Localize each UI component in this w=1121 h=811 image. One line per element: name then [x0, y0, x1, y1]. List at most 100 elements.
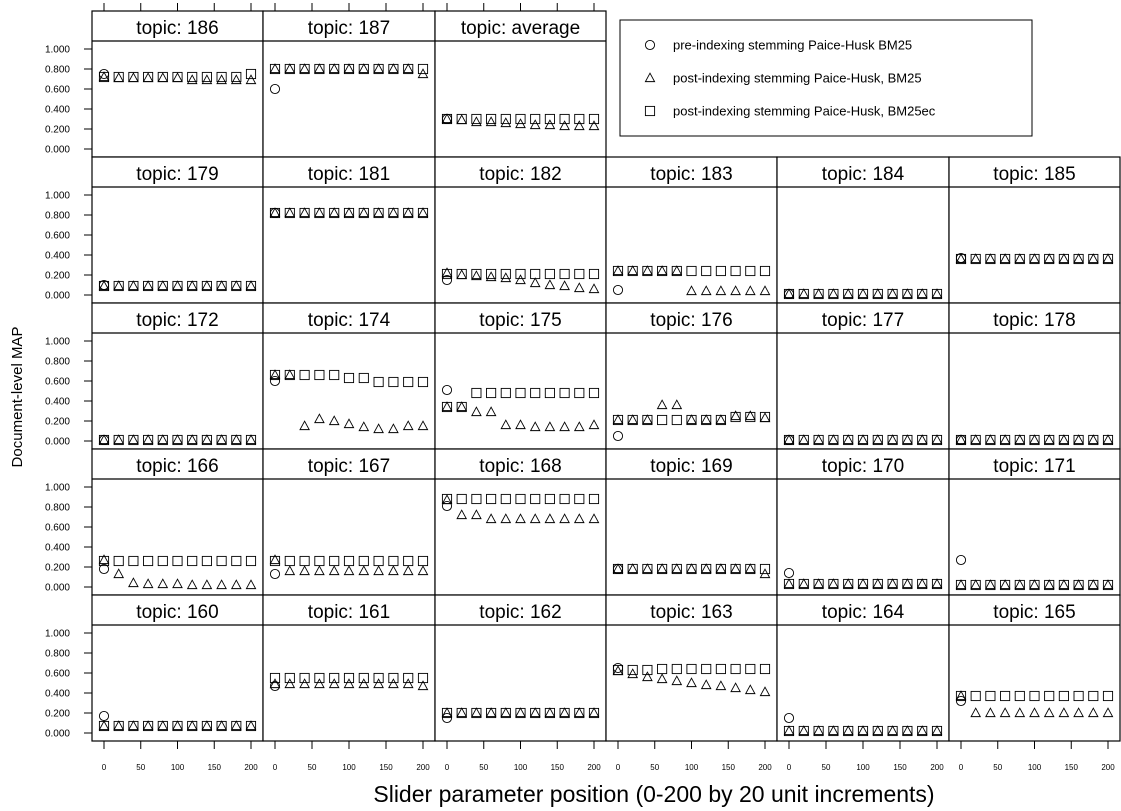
point-post-bm25 — [970, 253, 982, 264]
panel-marks — [783, 567, 943, 590]
point-post-bm25 — [656, 265, 668, 276]
point-pre-indexing — [441, 712, 453, 724]
panel-title: topic: 161 — [308, 602, 390, 623]
point-post-bm25 — [128, 720, 139, 731]
point-post-bm25ec — [671, 663, 682, 675]
point-post-bm25 — [471, 406, 482, 417]
point-post-bm25 — [1043, 434, 1055, 445]
point-post-bm25 — [744, 410, 756, 421]
point-post-bm25 — [245, 280, 257, 291]
y-tick-label: 0.800 — [45, 503, 70, 514]
point-post-bm25 — [471, 509, 482, 520]
point-post-bm25 — [142, 434, 154, 445]
point-post-bm25ec — [559, 113, 570, 125]
panel-marks — [441, 267, 600, 294]
panel-marks — [783, 712, 943, 737]
point-post-bm25 — [1102, 253, 1114, 264]
point-post-bm25ec — [245, 555, 257, 567]
y-tick-label: 0.800 — [45, 357, 70, 368]
point-post-bm25 — [113, 568, 125, 579]
panel-frame — [91, 594, 264, 742]
point-post-bm25ec — [231, 71, 242, 83]
point-post-bm25ec — [715, 265, 726, 277]
panel-title: topic: 178 — [993, 310, 1075, 331]
point-post-bm25 — [172, 72, 183, 83]
panel: topic: average — [434, 10, 607, 158]
point-post-bm25 — [128, 280, 139, 291]
point-post-bm25ec — [544, 493, 555, 505]
panel: topic: 177 — [776, 302, 950, 450]
point-post-bm25 — [358, 565, 370, 576]
point-post-bm25 — [299, 565, 310, 576]
point-post-bm25 — [388, 63, 399, 74]
point-post-bm25 — [358, 207, 370, 218]
point-post-bm25 — [515, 707, 526, 718]
point-post-bm25 — [157, 578, 169, 589]
point-post-bm25 — [656, 399, 668, 410]
point-post-bm25 — [955, 434, 967, 445]
point-post-bm25 — [700, 285, 712, 296]
point-post-bm25 — [1102, 434, 1114, 445]
panel-title: topic: 175 — [479, 310, 561, 331]
point-post-bm25 — [642, 265, 653, 276]
point-post-bm25 — [1087, 253, 1099, 264]
point-post-bm25 — [798, 725, 810, 736]
point-post-bm25ec — [417, 376, 429, 388]
point-post-bm25 — [1058, 253, 1070, 264]
point-post-bm25 — [485, 271, 497, 282]
point-post-bm25ec — [187, 555, 198, 567]
x-tick-label: 150 — [1065, 763, 1079, 772]
point-post-bm25ec — [216, 555, 227, 567]
point-post-bm25 — [314, 678, 325, 689]
point-post-bm25 — [916, 725, 928, 736]
point-post-bm25ec — [1058, 690, 1069, 702]
point-post-bm25ec — [759, 265, 771, 277]
legend-marker-square — [644, 105, 656, 117]
point-post-bm25 — [98, 434, 110, 445]
point-post-bm25 — [559, 120, 570, 131]
point-post-bm25 — [715, 680, 727, 691]
point-post-bm25 — [759, 568, 771, 579]
panel-marks — [269, 63, 429, 95]
panel-marks — [783, 288, 943, 300]
panel-marks — [269, 369, 429, 434]
point-post-bm25ec — [686, 265, 697, 277]
point-post-bm25 — [999, 579, 1011, 590]
point-post-bm25ec — [657, 414, 668, 426]
x-tick-label: 50 — [479, 763, 488, 772]
point-pre-indexing — [441, 500, 453, 512]
point-post-bm25 — [573, 707, 585, 718]
point-post-bm25ec — [403, 672, 414, 684]
y-tick-label: 0.000 — [45, 437, 70, 448]
point-post-bm25 — [456, 707, 468, 718]
y-tick-label: 1.000 — [45, 45, 70, 56]
x-tick-label: 0 — [102, 763, 107, 772]
point-post-bm25 — [284, 63, 296, 74]
point-post-bm25 — [1029, 253, 1040, 264]
point-pre-indexing — [269, 83, 281, 95]
x-tick-label: 100 — [342, 763, 356, 772]
point-post-bm25 — [730, 563, 741, 574]
panel-title: topic: 186 — [136, 18, 218, 39]
point-post-bm25ec — [730, 411, 741, 423]
point-post-bm25 — [201, 280, 213, 291]
panel-marks — [98, 279, 257, 292]
point-post-bm25 — [887, 578, 898, 589]
y-tick-label: 0.600 — [45, 377, 70, 388]
panel-marks — [98, 710, 257, 732]
point-post-bm25ec — [486, 493, 497, 505]
panel-title: topic: 181 — [308, 164, 390, 185]
point-post-bm25ec — [515, 387, 526, 399]
point-post-bm25ec — [314, 672, 325, 684]
point-post-bm25 — [1029, 707, 1040, 718]
point-pre-indexing — [612, 662, 624, 674]
point-post-bm25 — [343, 63, 355, 74]
point-post-bm25ec — [588, 113, 600, 125]
point-post-bm25 — [842, 434, 854, 445]
panel-title: topic: 169 — [650, 456, 732, 477]
y-tick-label: 0.800 — [45, 211, 70, 222]
point-post-bm25ec — [486, 268, 497, 280]
axes-layer: 1.000 0.800 0.600 0.400 0.200 0.000 1.000 0.800… — [45, 3, 1115, 772]
point-post-bm25 — [759, 412, 771, 423]
point-post-bm25 — [269, 678, 281, 689]
